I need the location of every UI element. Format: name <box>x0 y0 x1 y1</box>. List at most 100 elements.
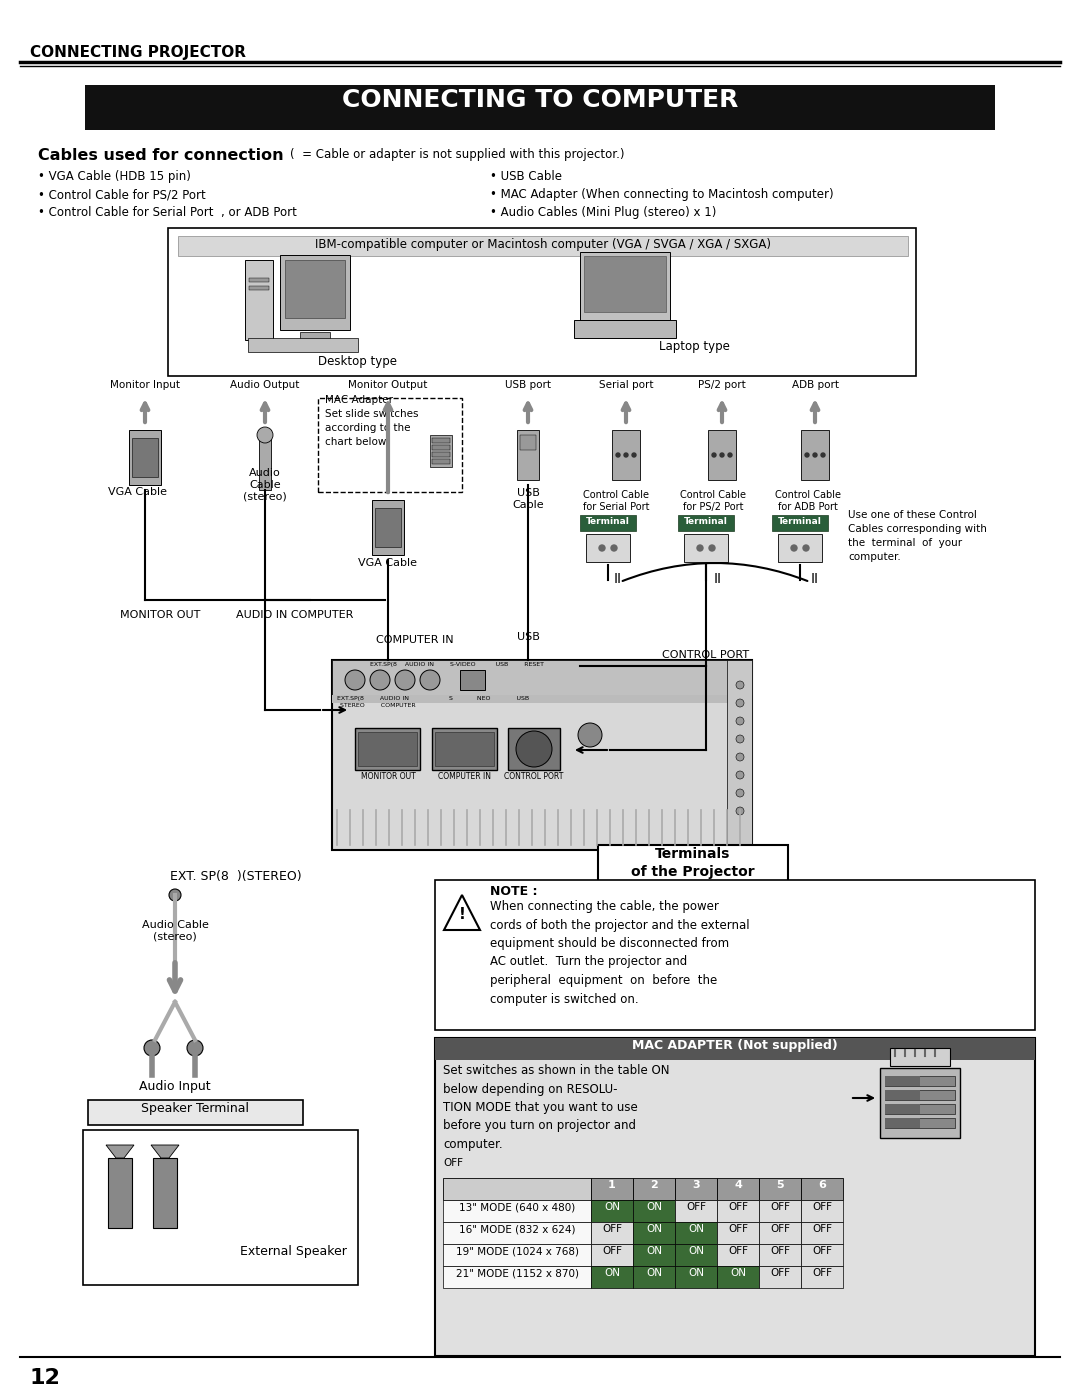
FancyBboxPatch shape <box>675 1222 717 1243</box>
Text: OFF: OFF <box>770 1201 789 1213</box>
FancyBboxPatch shape <box>443 1266 591 1288</box>
FancyBboxPatch shape <box>153 1158 177 1228</box>
FancyBboxPatch shape <box>432 446 450 450</box>
Circle shape <box>735 753 744 761</box>
FancyBboxPatch shape <box>435 1038 1035 1356</box>
FancyBboxPatch shape <box>591 1266 633 1288</box>
Text: ON: ON <box>646 1268 662 1278</box>
Circle shape <box>805 453 809 457</box>
Text: 21" MODE (1152 x 870): 21" MODE (1152 x 870) <box>456 1268 579 1278</box>
FancyBboxPatch shape <box>717 1200 759 1222</box>
Text: EXT.SP(8        AUDIO IN                    S            NEO             USB: EXT.SP(8 AUDIO IN S NEO USB <box>337 696 529 701</box>
Text: Terminal: Terminal <box>778 517 822 527</box>
FancyBboxPatch shape <box>801 1178 843 1200</box>
FancyBboxPatch shape <box>432 460 450 464</box>
FancyBboxPatch shape <box>885 1076 955 1085</box>
FancyBboxPatch shape <box>460 671 485 690</box>
FancyBboxPatch shape <box>801 430 829 481</box>
Polygon shape <box>444 895 480 930</box>
Text: !: ! <box>459 907 465 922</box>
FancyBboxPatch shape <box>580 251 670 320</box>
FancyBboxPatch shape <box>318 398 462 492</box>
FancyBboxPatch shape <box>300 332 330 339</box>
Circle shape <box>611 545 617 550</box>
Circle shape <box>578 724 602 747</box>
FancyBboxPatch shape <box>332 659 752 694</box>
FancyBboxPatch shape <box>85 85 995 130</box>
FancyBboxPatch shape <box>519 434 536 450</box>
FancyBboxPatch shape <box>717 1266 759 1288</box>
Text: NOTE :: NOTE : <box>490 886 538 898</box>
Circle shape <box>791 545 797 550</box>
Text: MONITOR OUT: MONITOR OUT <box>361 773 416 781</box>
Text: • MAC Adapter (When connecting to Macintosh computer): • MAC Adapter (When connecting to Macint… <box>490 189 834 201</box>
Text: OFF: OFF <box>812 1268 832 1278</box>
Text: 2: 2 <box>650 1180 658 1190</box>
Text: ON: ON <box>646 1246 662 1256</box>
FancyBboxPatch shape <box>285 260 345 319</box>
Text: Laptop type: Laptop type <box>659 339 729 353</box>
FancyBboxPatch shape <box>248 338 357 352</box>
Text: 12: 12 <box>30 1368 60 1389</box>
Circle shape <box>804 545 809 550</box>
Text: ON: ON <box>688 1268 704 1278</box>
FancyBboxPatch shape <box>591 1178 633 1200</box>
Text: USB port: USB port <box>505 380 551 390</box>
Text: ON: ON <box>604 1201 620 1213</box>
Circle shape <box>370 671 390 690</box>
Text: ON: ON <box>646 1224 662 1234</box>
Text: OFF: OFF <box>602 1246 622 1256</box>
Text: COMPUTER IN: COMPUTER IN <box>437 773 490 781</box>
FancyBboxPatch shape <box>508 728 561 770</box>
Polygon shape <box>151 1146 179 1158</box>
Text: OFF: OFF <box>770 1224 789 1234</box>
FancyBboxPatch shape <box>178 236 908 256</box>
Text: Audio Output: Audio Output <box>230 380 299 390</box>
FancyBboxPatch shape <box>727 659 752 849</box>
FancyBboxPatch shape <box>430 434 453 467</box>
Circle shape <box>821 453 825 457</box>
Text: II: II <box>615 571 622 585</box>
Text: COMPUTER IN: COMPUTER IN <box>376 636 454 645</box>
Text: EXT. SP(8  )(STEREO): EXT. SP(8 )(STEREO) <box>170 870 301 883</box>
FancyBboxPatch shape <box>717 1243 759 1266</box>
Text: OFF: OFF <box>728 1224 748 1234</box>
FancyBboxPatch shape <box>443 1178 591 1200</box>
FancyBboxPatch shape <box>678 515 734 531</box>
FancyBboxPatch shape <box>129 430 161 485</box>
Circle shape <box>616 453 620 457</box>
FancyBboxPatch shape <box>772 515 828 531</box>
FancyBboxPatch shape <box>675 1243 717 1266</box>
Text: Audio Cable
(stereo): Audio Cable (stereo) <box>141 921 208 942</box>
FancyBboxPatch shape <box>801 1200 843 1222</box>
Text: EXT.SP(8    AUDIO IN        S-VIDEO          USB        RESET: EXT.SP(8 AUDIO IN S-VIDEO USB RESET <box>370 662 544 666</box>
Circle shape <box>712 453 716 457</box>
FancyBboxPatch shape <box>633 1222 675 1243</box>
FancyBboxPatch shape <box>885 1076 920 1085</box>
FancyBboxPatch shape <box>435 880 1035 1030</box>
Circle shape <box>708 545 715 550</box>
FancyBboxPatch shape <box>435 732 494 766</box>
FancyBboxPatch shape <box>633 1266 675 1288</box>
Text: OFF: OFF <box>602 1224 622 1234</box>
Text: • Audio Cables (Mini Plug (stereo) x 1): • Audio Cables (Mini Plug (stereo) x 1) <box>490 205 716 219</box>
FancyBboxPatch shape <box>801 1243 843 1266</box>
FancyBboxPatch shape <box>580 515 636 531</box>
Circle shape <box>735 771 744 780</box>
Text: Terminal: Terminal <box>586 517 630 527</box>
FancyBboxPatch shape <box>759 1200 801 1222</box>
FancyBboxPatch shape <box>249 278 269 282</box>
Circle shape <box>516 731 552 767</box>
FancyBboxPatch shape <box>108 1158 132 1228</box>
Circle shape <box>187 1039 203 1056</box>
Text: IBM-compatible computer or Macintosh computer (VGA / SVGA / XGA / SXGA): IBM-compatible computer or Macintosh com… <box>315 237 771 251</box>
Text: OFF: OFF <box>770 1268 789 1278</box>
FancyBboxPatch shape <box>332 694 752 703</box>
Text: 1: 1 <box>608 1180 616 1190</box>
FancyBboxPatch shape <box>778 534 822 562</box>
Text: ON: ON <box>730 1268 746 1278</box>
FancyBboxPatch shape <box>633 1243 675 1266</box>
Text: ON: ON <box>604 1268 620 1278</box>
FancyBboxPatch shape <box>280 256 350 330</box>
Circle shape <box>735 735 744 743</box>
